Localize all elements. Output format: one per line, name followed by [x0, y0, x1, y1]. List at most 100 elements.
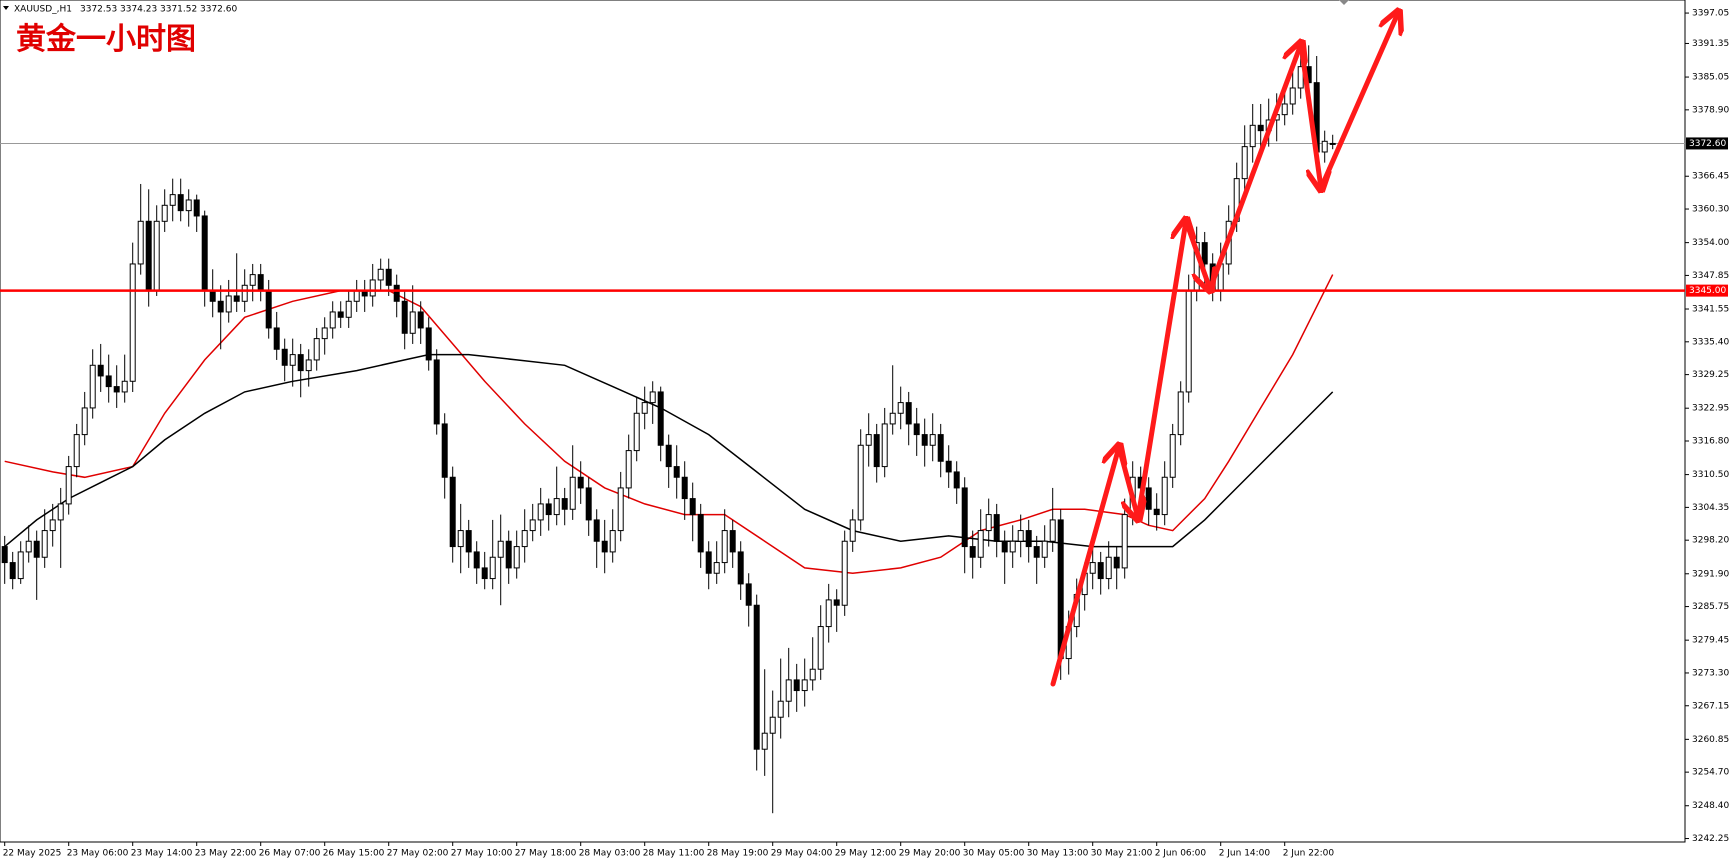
x-tick-label: 2 Jun 22:00 — [1283, 849, 1335, 859]
candle-body — [521, 530, 528, 548]
candle-body — [913, 423, 920, 436]
candle-body — [873, 434, 880, 468]
menu-icon — [3, 6, 9, 10]
candle-body — [1281, 103, 1288, 116]
candle-body — [553, 498, 560, 516]
candle-body — [977, 530, 984, 558]
candle-body — [497, 540, 504, 558]
candle-body — [1201, 242, 1208, 265]
candle-body — [385, 268, 392, 286]
candle-body — [585, 487, 592, 521]
header-high: 3374.23 — [120, 5, 157, 15]
annotation-arrows — [1050, 13, 1398, 687]
candle-body — [569, 476, 576, 510]
candle-body — [1121, 514, 1128, 569]
candle-body — [825, 599, 832, 628]
candle-body — [49, 519, 56, 532]
x-tick-label: 22 May 2025 — [3, 849, 62, 859]
x-tick-label: 30 May 05:00 — [963, 849, 1025, 859]
candle-body — [273, 327, 280, 350]
candle-body — [137, 220, 144, 265]
candle-body — [1105, 556, 1112, 580]
x-tick-label: 30 May 13:00 — [1027, 849, 1089, 859]
candle-body — [225, 295, 232, 313]
candle-body — [393, 284, 400, 302]
x-tick-label: 27 May 10:00 — [451, 849, 513, 859]
y-tick-label: 3360.30 — [1692, 205, 1729, 215]
candle-body — [41, 530, 48, 558]
candle-body — [9, 562, 16, 580]
candle-body — [737, 551, 744, 585]
price-label: 3372.60 — [1689, 139, 1726, 149]
candle-body — [457, 530, 464, 548]
candle-body — [1097, 562, 1104, 580]
candle-body — [153, 220, 160, 292]
candle-body — [289, 354, 296, 366]
y-tick-label: 3366.45 — [1692, 172, 1729, 182]
candle-body — [409, 311, 416, 334]
candle-body — [185, 199, 192, 212]
candle-body — [713, 562, 720, 574]
x-tick-label: 28 May 19:00 — [707, 849, 769, 859]
candle-body — [801, 679, 808, 692]
candle-body — [369, 279, 376, 297]
level-box — [1686, 284, 1728, 297]
candle-body — [961, 487, 968, 548]
x-tick-label: 29 May 20:00 — [899, 849, 961, 859]
candle-body — [537, 503, 544, 521]
y-tick-label: 3322.95 — [1692, 404, 1729, 414]
candle-body — [993, 514, 1000, 542]
candle-body — [881, 423, 888, 468]
candle-body — [1057, 519, 1064, 660]
candle-body — [161, 204, 168, 222]
x-tick-label: 28 May 03:00 — [579, 849, 641, 859]
y-tick-label: 3273.30 — [1692, 668, 1729, 678]
x-tick-label: 23 May 06:00 — [67, 849, 129, 859]
candle-body — [481, 567, 488, 580]
candle-body — [449, 476, 456, 548]
candle-body — [545, 503, 552, 516]
candle-body — [25, 540, 32, 553]
candle-body — [921, 434, 928, 446]
candle-body — [489, 556, 496, 580]
candle-body — [929, 434, 936, 446]
header-low: 3371.52 — [160, 5, 197, 15]
y-tick-label: 3316.80 — [1692, 436, 1729, 446]
candle-body — [849, 519, 856, 542]
candle-body — [697, 514, 704, 553]
y-tick-label: 3354.00 — [1692, 238, 1729, 248]
candle-body — [401, 300, 408, 334]
candle-body — [169, 194, 176, 206]
candle-body — [1, 546, 8, 564]
candle-body — [561, 498, 568, 510]
candle-body — [1113, 556, 1120, 569]
candle-body — [1033, 546, 1040, 558]
arrow — [1318, 13, 1398, 191]
candle-body — [1089, 562, 1096, 574]
y-tick-label: 3298.20 — [1692, 536, 1729, 546]
candle-body — [1025, 530, 1032, 548]
candle-body — [193, 199, 200, 217]
candle-body — [1169, 434, 1176, 478]
candle-body — [665, 444, 672, 468]
y-tick-label: 3242.25 — [1692, 834, 1729, 844]
candle-body — [865, 434, 872, 446]
candle-body — [945, 460, 952, 473]
candle-body — [345, 300, 352, 318]
arrow — [1207, 44, 1301, 292]
x-tick-label: 27 May 18:00 — [515, 849, 577, 859]
x-tick-label: 2 Jun 06:00 — [1155, 849, 1207, 859]
y-tick-label: 3335.40 — [1692, 337, 1729, 347]
candle-body — [1161, 476, 1168, 516]
candle-body — [129, 263, 136, 382]
x-tick-label: 27 May 02:00 — [387, 849, 449, 859]
moving-average — [4, 274, 1334, 574]
candle-body — [425, 327, 432, 361]
price-box — [1686, 137, 1728, 150]
y-tick-label: 3291.90 — [1692, 569, 1729, 579]
candle-body — [897, 402, 904, 414]
y-tick-label: 3310.50 — [1692, 470, 1729, 480]
y-tick-label: 3385.05 — [1692, 73, 1729, 83]
candle-body — [1329, 142, 1336, 145]
candle-body — [505, 540, 512, 569]
